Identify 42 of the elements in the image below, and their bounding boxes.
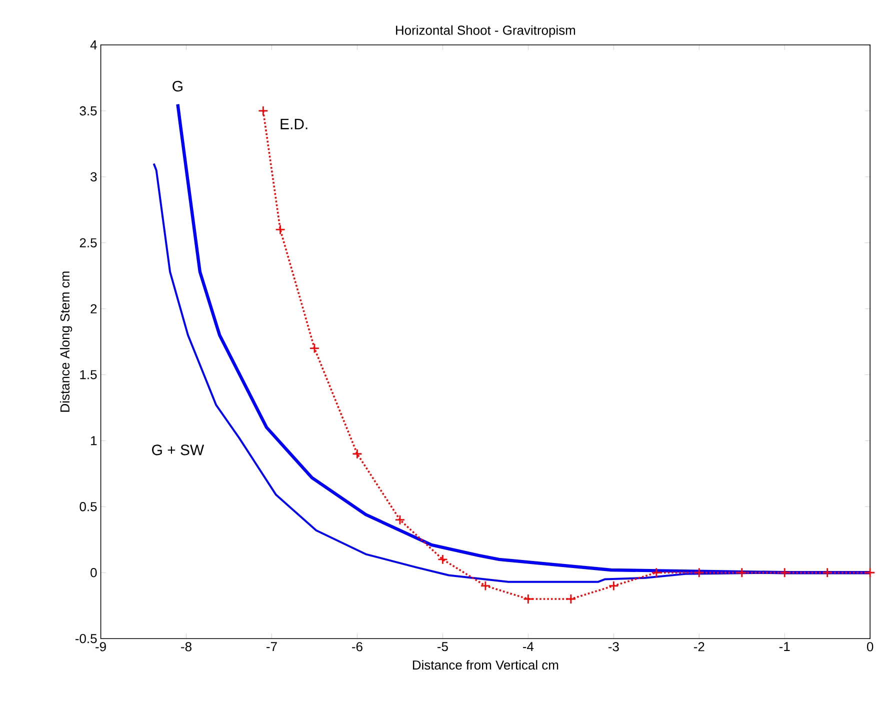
point (275, 224, 286, 235)
y-tick-label: -0.5 (75, 634, 97, 643)
point (394, 514, 406, 525)
point (822, 567, 833, 578)
series-label: E.D. (280, 118, 308, 129)
point (309, 342, 320, 354)
x-tick-label: -1 (779, 642, 790, 651)
x-tick-label: -7 (266, 642, 277, 651)
point (352, 448, 362, 459)
y-tick-label: 2 (90, 304, 97, 314)
x-tick-label: -9 (96, 642, 106, 652)
x-tick-label: -8 (181, 642, 192, 652)
y-tick-label: 1 (91, 436, 97, 445)
text: G + SW (152, 444, 204, 455)
y-tick-label: 0 (90, 568, 97, 577)
y-tick-label: 1.5 (80, 370, 97, 380)
x-tick-label: -6 (352, 642, 362, 652)
point (651, 567, 662, 578)
point (523, 594, 534, 604)
x-axis-title: Distance from Vertical cm (412, 660, 558, 670)
point (608, 580, 619, 591)
x-tick-label: -3 (608, 642, 619, 652)
point (480, 580, 491, 591)
y-axis-title: Distance Along Stem cm (60, 271, 72, 412)
series-label: G (172, 80, 182, 92)
point (694, 567, 704, 578)
y-tick-label: 4 (90, 40, 97, 50)
point (566, 594, 576, 604)
x-tick-label: -5 (438, 642, 448, 651)
point (864, 567, 876, 578)
point (438, 554, 448, 564)
x-tick-label: -4 (522, 642, 534, 651)
point (258, 105, 268, 116)
x-tick-label: 0 (867, 642, 874, 652)
point (736, 567, 748, 578)
x-tick-label: -2 (694, 642, 704, 651)
y-tick-label: 2.5 (80, 238, 97, 248)
y-tick-label: 3.5 (80, 106, 97, 116)
y-tick-label: 0.5 (80, 502, 97, 512)
chart-title: Horizontal Shoot - Gravitropism (396, 25, 576, 38)
y-tick-label: 3 (90, 172, 97, 182)
point (779, 567, 790, 578)
